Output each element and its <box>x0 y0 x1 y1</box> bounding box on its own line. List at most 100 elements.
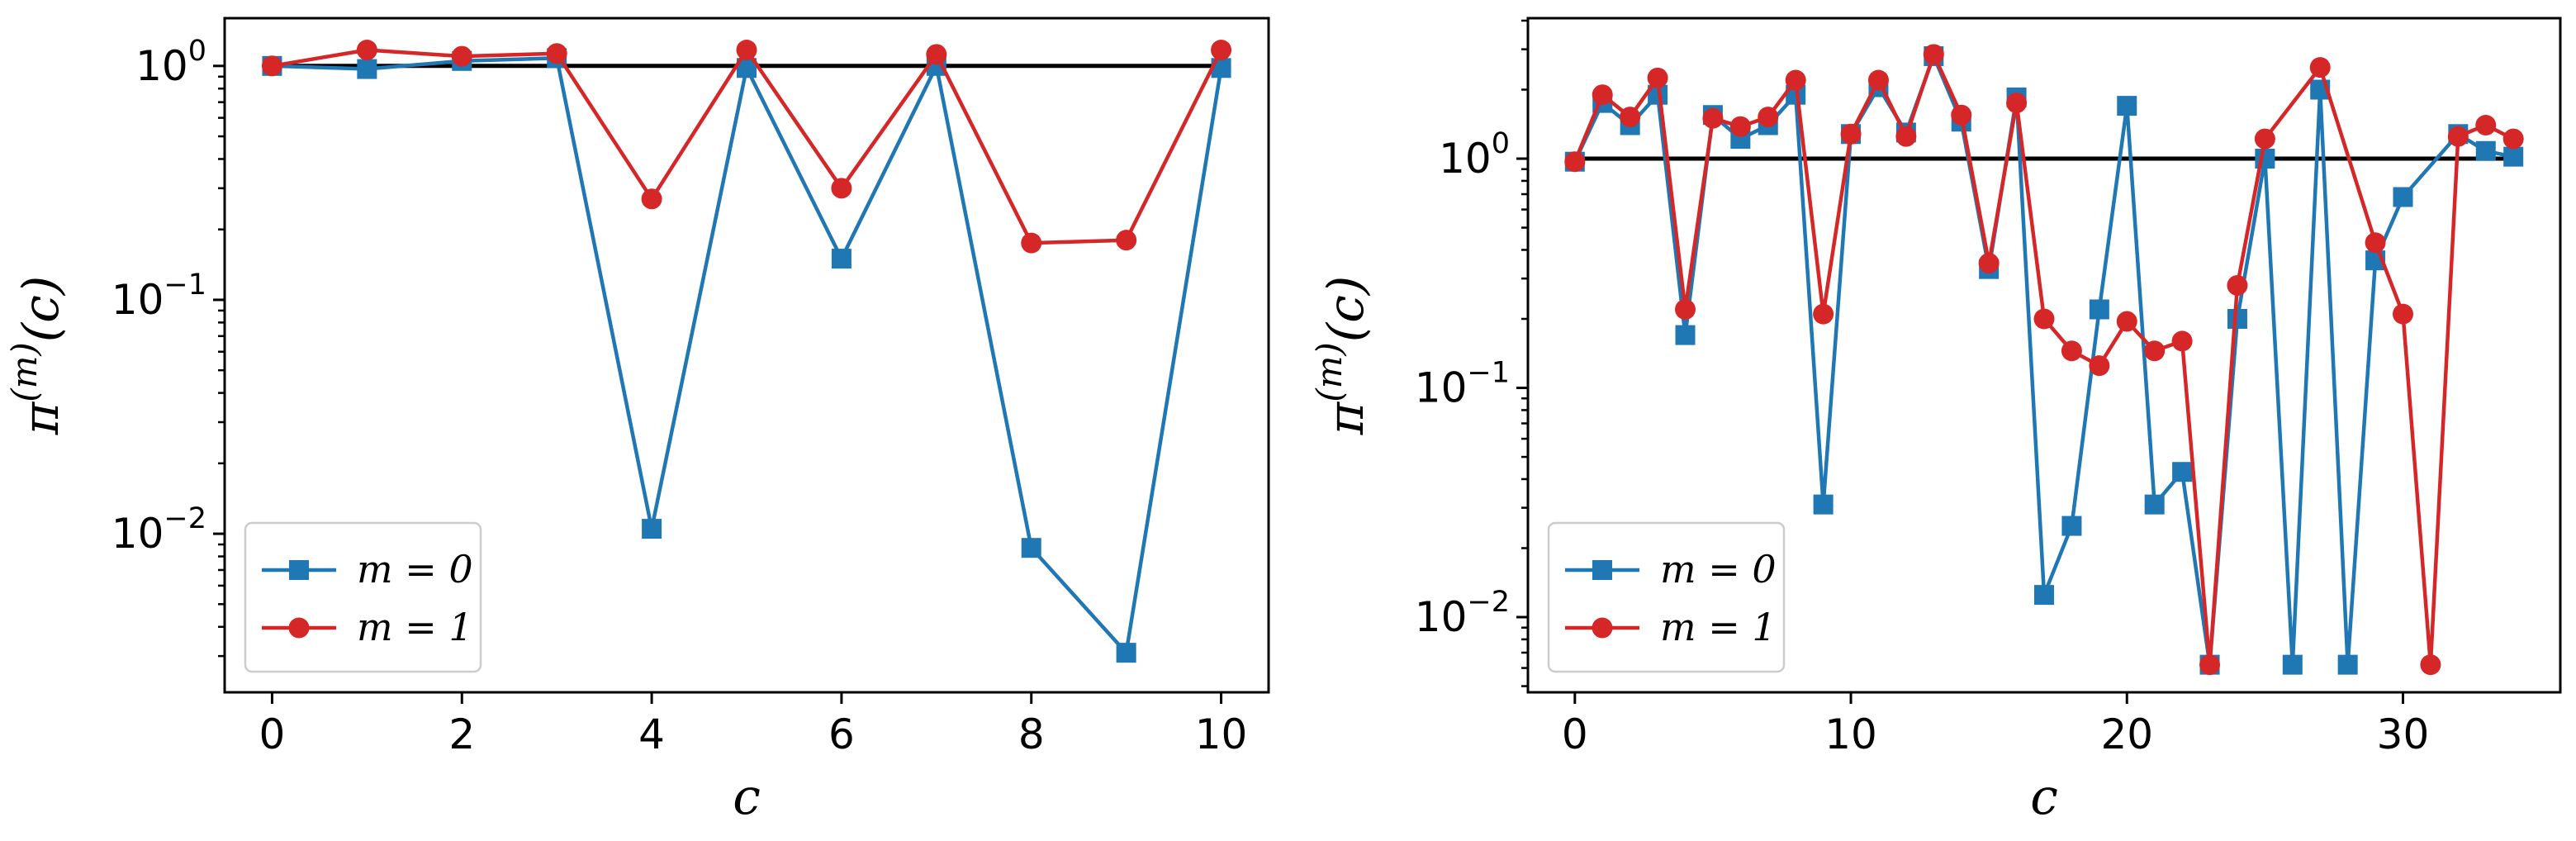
data-point <box>2475 114 2497 135</box>
data-point <box>1620 107 1641 128</box>
x-tick-label: 8 <box>1018 710 1045 758</box>
y-tick-label: 100 <box>1439 127 1510 183</box>
data-point <box>2447 126 2469 147</box>
series-line <box>1573 54 2514 667</box>
data-point <box>356 39 377 60</box>
data-point <box>2392 303 2413 325</box>
data-point <box>831 249 852 269</box>
data-point <box>1840 123 1862 145</box>
data-point <box>2309 57 2331 78</box>
data-point <box>2061 340 2082 362</box>
data-point <box>1702 107 1724 129</box>
plot-frame <box>223 17 1270 694</box>
data-point <box>2393 187 2413 207</box>
data-point <box>2337 654 2358 675</box>
legend-marker <box>1592 617 1613 639</box>
data-point <box>2172 462 2193 482</box>
data-point <box>2255 149 2275 169</box>
data-point <box>261 55 282 77</box>
data-point <box>2254 128 2275 150</box>
data-point <box>2144 494 2165 515</box>
x-tick-label: 6 <box>828 710 855 758</box>
data-point <box>2282 654 2303 675</box>
data-point <box>1867 69 1889 91</box>
y-tick-label-base: 10 <box>1415 364 1468 412</box>
data-point <box>1675 299 1696 321</box>
y-tick-label-base: 10 <box>135 42 188 90</box>
y-tick-label-base: 10 <box>111 276 164 324</box>
legend-marker <box>289 560 309 580</box>
legend-label: m = 0 <box>357 547 473 592</box>
data-point <box>2227 274 2248 296</box>
data-point <box>1116 230 1137 251</box>
y-tick-label-exponent: −1 <box>164 268 206 302</box>
data-point <box>1675 325 1696 345</box>
data-point <box>2199 654 2221 676</box>
data-point <box>2365 232 2386 254</box>
legend-box <box>1547 521 1786 673</box>
y-axis-label-superscript: (m) <box>4 342 45 402</box>
data-point <box>2061 516 2082 536</box>
data-point <box>1813 303 1834 325</box>
data-point <box>2116 311 2137 332</box>
data-point <box>1564 151 1586 173</box>
plot-frame <box>1526 17 2562 694</box>
legend: m = 0 m = 1 <box>1547 521 1786 673</box>
data-point <box>2502 128 2524 150</box>
data-point <box>2420 654 2441 676</box>
x-axis-label: c <box>733 768 761 826</box>
data-point <box>1978 253 2000 274</box>
y-tick-label: 10−2 <box>111 502 206 558</box>
data-point <box>642 519 662 539</box>
data-point <box>546 43 567 64</box>
data-point <box>1895 126 1917 147</box>
data-point <box>1021 538 1041 558</box>
y-axis-label: π(m)(c) <box>4 276 70 435</box>
data-point <box>1592 84 1613 106</box>
data-point <box>1923 44 1944 65</box>
x-tick-label: 4 <box>638 710 665 758</box>
data-point <box>641 188 662 210</box>
x-tick-label: 10 <box>1195 710 1248 758</box>
x-tick-label: 10 <box>1824 710 1877 758</box>
y-tick-label-base: 10 <box>1439 135 1492 183</box>
data-point <box>1116 643 1136 663</box>
y-axis-label: π(m)(c) <box>1309 276 1375 435</box>
data-point <box>2171 330 2193 352</box>
data-point <box>2503 146 2524 167</box>
data-point <box>2089 355 2110 377</box>
y-axis-label-argument: (c) <box>1317 276 1375 342</box>
data-point <box>2475 140 2496 161</box>
legend-label: m = 1 <box>1660 605 1777 649</box>
data-point <box>1021 232 1042 254</box>
y-tick-label: 10−2 <box>1415 586 1510 641</box>
y-tick-label-base: 10 <box>1415 593 1468 641</box>
y-tick-label: 10−1 <box>111 268 206 324</box>
data-point <box>1785 69 1806 91</box>
data-point <box>736 39 757 60</box>
legend-label: m = 0 <box>1660 547 1777 592</box>
y-tick-label: 100 <box>135 35 206 90</box>
series-m1 <box>1564 44 2524 676</box>
y-tick-label-exponent: 0 <box>1492 127 1510 160</box>
data-point <box>2006 93 2028 114</box>
y-tick-label: 10−1 <box>1415 357 1510 412</box>
y-axis-label-symbol: π <box>12 401 70 435</box>
legend: m = 0 m = 1 <box>244 521 482 673</box>
data-point <box>2227 308 2247 329</box>
data-point <box>1813 494 1834 515</box>
legend-marker <box>288 617 310 639</box>
legend-label: m = 1 <box>357 605 473 649</box>
data-point <box>357 59 377 79</box>
x-tick-label: 20 <box>2100 710 2153 758</box>
data-point <box>926 44 947 65</box>
y-tick-label-exponent: 0 <box>188 35 206 68</box>
data-point <box>2117 96 2137 116</box>
y-tick-label-base: 10 <box>111 510 164 558</box>
data-point <box>1211 39 1232 60</box>
data-point <box>1729 116 1751 137</box>
data-point <box>1951 104 1972 126</box>
